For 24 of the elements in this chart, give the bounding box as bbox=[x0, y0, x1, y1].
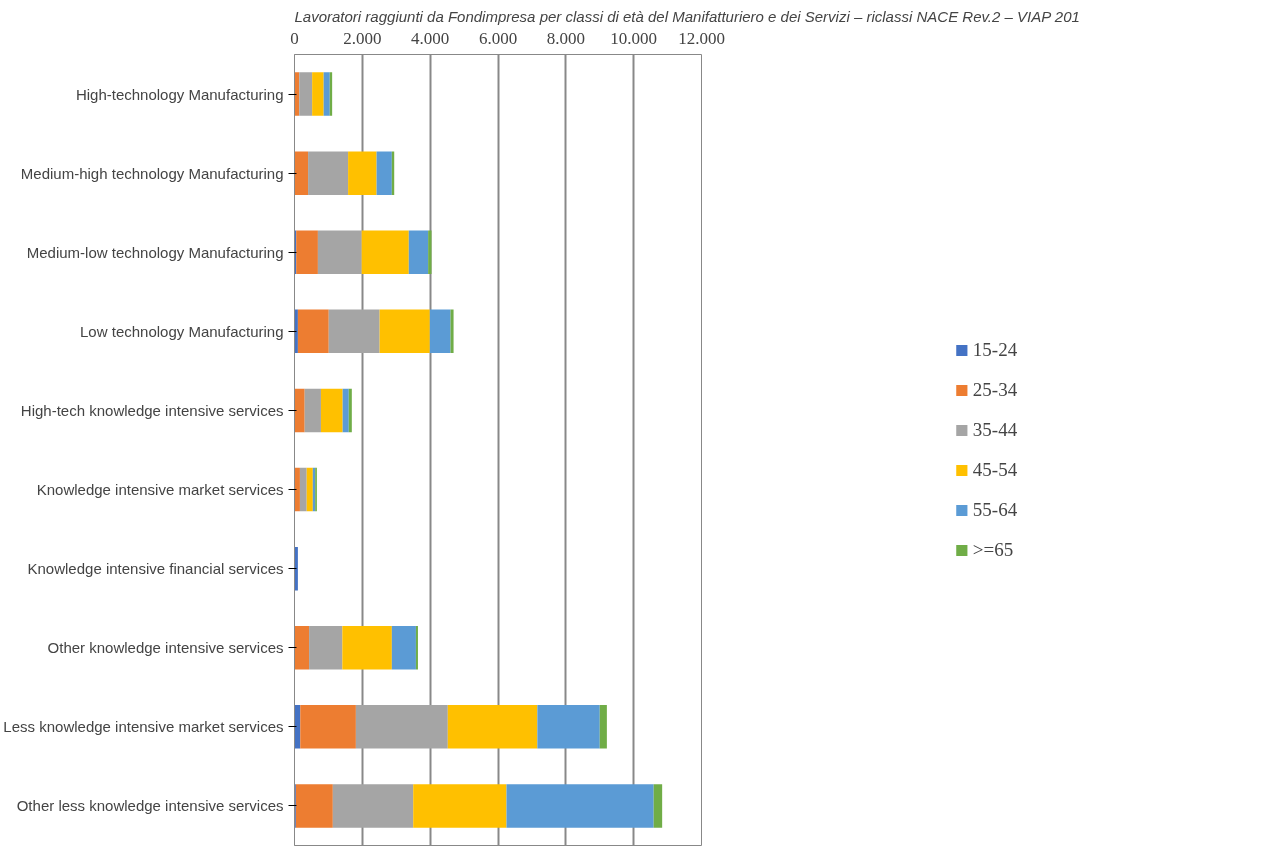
x-tick-label: 12.000 bbox=[678, 28, 725, 48]
x-tick-label: 10.000 bbox=[610, 28, 658, 48]
y-tick-label: Low technology Manufacturing bbox=[80, 322, 284, 340]
x-tick-label: 2.000 bbox=[343, 28, 382, 48]
y-tick-label: High-tech knowledge intensive services bbox=[20, 401, 284, 419]
y-tick-label: High-technology Manufacturing bbox=[75, 85, 284, 103]
legend-label: 35-44 bbox=[972, 418, 1018, 441]
x-tick-label: 6.000 bbox=[478, 28, 518, 48]
x-tick-label: 0 bbox=[290, 28, 299, 48]
legend-label: >=65 bbox=[972, 538, 1014, 561]
y-tick-label: Other knowledge intensive services bbox=[47, 639, 284, 657]
y-tick-label: Other less knowledge intensive services bbox=[16, 797, 284, 815]
chart-title: Lavoratori raggiunti da Fondimpresa per classi di età del Manifatturiero e dei Servizi – riclassi NACE Rev.2 – VIAP 201 bbox=[294, 7, 1080, 25]
x-tick-label: 8.000 bbox=[546, 28, 585, 48]
y-tick-label: Medium-high technology Manufacturing bbox=[20, 164, 284, 182]
y-tick-label: Knowledge intensive market services bbox=[36, 481, 284, 499]
legend-label: 55-64 bbox=[972, 498, 1018, 521]
legend-label: 45-54 bbox=[972, 458, 1018, 481]
x-tick-label: 4.000 bbox=[411, 28, 450, 48]
y-tick-label: Knowledge intensive financial services bbox=[27, 560, 284, 578]
legend-label: 25-34 bbox=[972, 378, 1018, 401]
y-tick-label: Medium-low technology Manufacturing bbox=[26, 243, 284, 261]
y-tick-label: Less knowledge intensive market services bbox=[3, 718, 284, 736]
legend-label: 15-24 bbox=[972, 338, 1018, 361]
